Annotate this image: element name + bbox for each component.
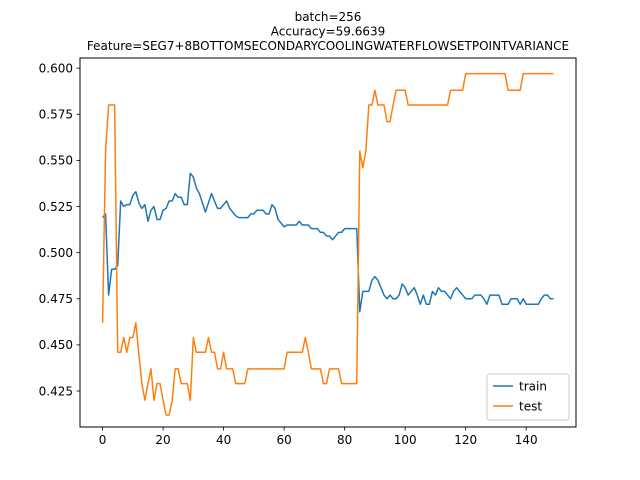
- x-tick-label: 40: [216, 433, 231, 447]
- x-tick-label: 80: [337, 433, 352, 447]
- legend-label-test: test: [519, 399, 542, 413]
- legend-label-train: train: [519, 379, 547, 393]
- title-line-1: batch=256: [295, 10, 362, 24]
- title-line-2: Accuracy=59.6639: [271, 25, 385, 39]
- y-tick-label: 0.525: [39, 200, 73, 214]
- axes-frame: [79, 57, 577, 428]
- y-tick-label: 0.425: [39, 384, 73, 398]
- x-tick-label: 20: [155, 433, 170, 447]
- y-tick-label: 0.475: [39, 292, 73, 306]
- y-tick-label: 0.500: [39, 246, 73, 260]
- x-tick-label: 0: [99, 433, 107, 447]
- series-line-test: [101, 72, 554, 416]
- legend: train test: [486, 373, 570, 421]
- y-tick-label: 0.575: [39, 108, 73, 122]
- y-axis-ticks: 0.425 0.450 0.475 0.500 0.525 0.550 0.575 0.600: [39, 61, 80, 398]
- title-line-3: Feature=SEG7+8BOTTOMSECONDARYCOOLINGWATE…: [87, 39, 569, 53]
- y-tick-label: 0.550: [39, 154, 73, 168]
- x-tick-label: 60: [276, 433, 291, 447]
- x-tick-label: 140: [515, 433, 538, 447]
- plot-lines: [101, 72, 554, 416]
- y-tick-label: 0.450: [39, 338, 73, 352]
- x-tick-label: 120: [454, 433, 477, 447]
- series-line-train: [101, 172, 554, 313]
- x-tick-label: 100: [394, 433, 417, 447]
- y-tick-label: 0.600: [39, 61, 73, 75]
- chart-title: batch=256Accuracy=59.6639Feature=SEG7+8B…: [87, 10, 569, 53]
- x-axis-ticks: 0 20 40 60 80 100 120 140: [99, 427, 538, 447]
